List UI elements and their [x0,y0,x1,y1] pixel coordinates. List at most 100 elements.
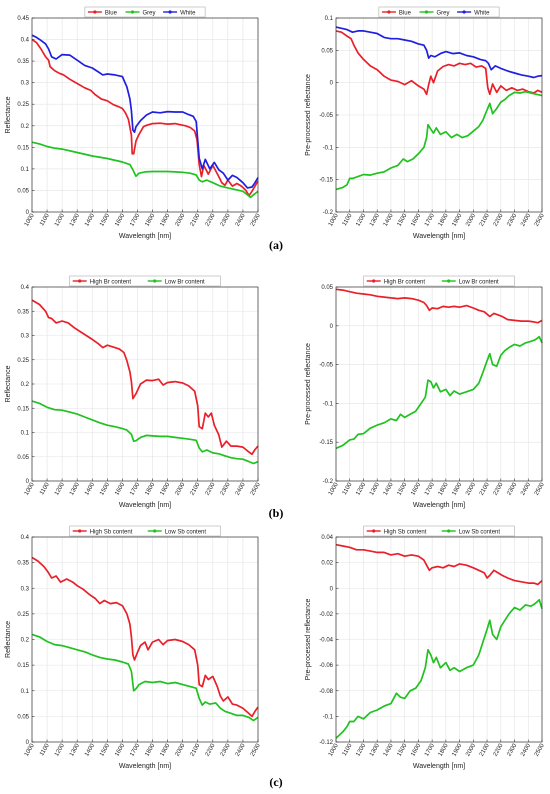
x-tick-label: 1200 [355,481,367,496]
y-tick-label: -0.1 [323,401,334,407]
y-tick-label: 0.4 [21,285,30,291]
legend-marker [424,10,429,14]
x-tick-label: 2400 [520,212,532,227]
x-tick-label: 1400 [84,481,96,496]
legend-entry: Grey [437,10,450,16]
y-tick-label: 0.35 [17,561,29,567]
y-tick-label: 0 [330,81,334,87]
legend-entry: Blue [105,10,118,16]
x-tick-label: 2100 [479,212,491,227]
x-tick-label: 2100 [190,481,202,496]
x-tick-label: 2400 [235,481,247,496]
legend-entry: White [180,10,196,16]
y-axis-label: Reflectance [5,621,12,658]
x-tick-label: 1500 [397,212,409,227]
legend-marker [462,10,466,14]
x-tick-label: 2400 [235,742,247,757]
series-line-low-sb-content [335,598,543,739]
x-tick-label: 1800 [438,212,450,227]
x-axis-label: Wavelength [nm] [119,763,171,770]
x-tick-label: 1900 [159,481,171,496]
x-tick-label: 1200 [54,481,66,496]
y-tick-label: -0.12 [319,740,333,746]
series-line-grey [31,141,259,199]
x-tick-label: 2200 [205,481,217,496]
x-tick-label: 2400 [520,742,532,757]
x-tick-label: 1800 [438,481,450,496]
x-tick-label: 2300 [506,481,518,496]
y-tick-label: 0.35 [17,309,29,315]
series-line-white [335,26,543,79]
x-tick-label: 2000 [175,742,187,757]
x-tick-label: 2400 [520,481,532,496]
y-tick-label: 0.2 [21,124,30,130]
x-tick-label: 1600 [114,212,126,227]
legend-marker [168,10,172,14]
y-tick-label: 0.1 [21,167,30,173]
x-tick-label: 1600 [114,481,126,496]
legend-entry: Low Sb content [165,529,207,535]
x-tick-label: 1500 [99,481,111,496]
x-tick-label: 2000 [175,481,187,496]
legend-marker [78,279,82,283]
series-line-grey [335,90,543,191]
x-tick-label: 2500 [534,742,546,757]
plot-frame [335,286,543,482]
x-tick-label: 1900 [451,742,463,757]
plot-area [32,18,258,212]
series-line-low-sb-content [31,633,259,722]
x-tick-label: 1400 [383,742,395,757]
x-tick-label: 1100 [342,742,354,757]
chart-5: 1000 1100 1200 1300 1400 1500 1600 1700 1800 1900… [5,525,262,770]
x-tick-label: 1300 [369,742,381,757]
x-tick-label: 1800 [144,481,156,496]
x-tick-label: 2300 [506,742,518,757]
x-tick-label: 1600 [410,481,422,496]
y-tick-label: -0.05 [319,113,333,119]
x-tick-label: 2000 [175,212,187,227]
legend-entry: High Sb content [384,529,427,535]
y-tick-label: 0 [330,586,334,592]
y-tick-label: -0.08 [319,689,333,695]
y-tick-label: 0.3 [21,334,30,340]
y-tick-label: 0.15 [17,145,29,151]
legend-entry: Low Br content [165,279,205,285]
y-tick-label: -0.1 [323,145,334,151]
x-axis-label: Wavelength [nm] [413,502,465,509]
legend: High Sb content Low Sb content [69,525,221,537]
series-line-low-br-content [335,335,543,450]
x-tick-label: 1200 [54,212,66,227]
x-tick-label: 1300 [69,481,81,496]
x-axis-label: Wavelength [nm] [119,502,171,509]
x-tick-label: 1400 [383,481,395,496]
chart-2: 1000 1100 1200 1300 1400 1500 1600 1700 1800 1900… [305,6,546,240]
x-tick-label: 1500 [99,212,111,227]
y-tick-label: 0.05 [17,188,29,194]
x-tick-label: 1100 [39,212,51,227]
legend-marker [447,529,451,533]
legend-box [378,6,500,18]
caption-c: (c) [269,775,283,789]
y-axis-label: Pre-processed reflectance [305,343,312,425]
legend-entry: Low Br content [459,279,499,285]
x-tick-label: 1200 [54,742,66,757]
x-tick-label: 1700 [129,481,141,496]
y-tick-label: 0.2 [21,382,30,388]
y-tick-label: 0 [26,210,30,216]
legend-marker [130,10,135,14]
x-tick-label: 2200 [205,212,217,227]
y-tick-label: 0.02 [321,561,333,567]
legend-marker [153,279,157,283]
x-tick-label: 2400 [235,212,247,227]
x-tick-label: 1700 [424,212,436,227]
x-tick-label: 1400 [84,742,96,757]
x-tick-label: 2300 [506,212,518,227]
y-tick-label: -0.04 [319,638,333,644]
legend: Blue Grey White [84,6,206,18]
legend-entry: Blue [399,10,412,16]
y-tick-label: -0.1 [323,714,334,720]
series-line-high-sb-content [31,556,259,718]
legend: Blue Grey White [378,6,500,18]
legend-box [69,275,221,287]
x-tick-label: 1700 [424,742,436,757]
